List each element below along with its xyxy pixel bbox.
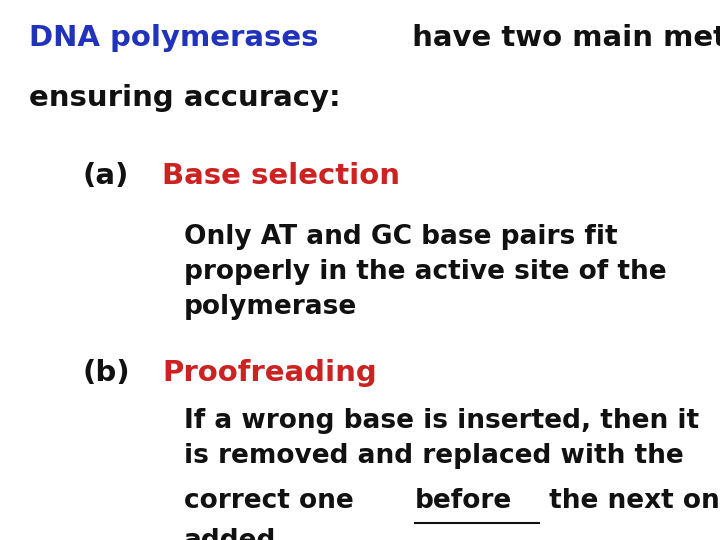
Text: Base selection: Base selection <box>162 162 400 190</box>
Text: Only AT and GC base pairs fit
properly in the active site of the
polymerase: Only AT and GC base pairs fit properly i… <box>184 224 666 320</box>
Text: Proofreading: Proofreading <box>162 359 377 387</box>
Text: ensuring accuracy:: ensuring accuracy: <box>29 84 341 112</box>
Text: before: before <box>415 488 512 514</box>
Text: the next one is: the next one is <box>540 488 720 514</box>
Text: (b): (b) <box>83 359 130 387</box>
Text: DNA polymerases: DNA polymerases <box>29 24 318 52</box>
Text: added: added <box>184 528 276 540</box>
Text: If a wrong base is inserted, then it
is removed and replaced with the: If a wrong base is inserted, then it is … <box>184 408 698 469</box>
Text: correct one: correct one <box>184 488 362 514</box>
Text: (a): (a) <box>83 162 129 190</box>
Text: have two main methods for: have two main methods for <box>402 24 720 52</box>
